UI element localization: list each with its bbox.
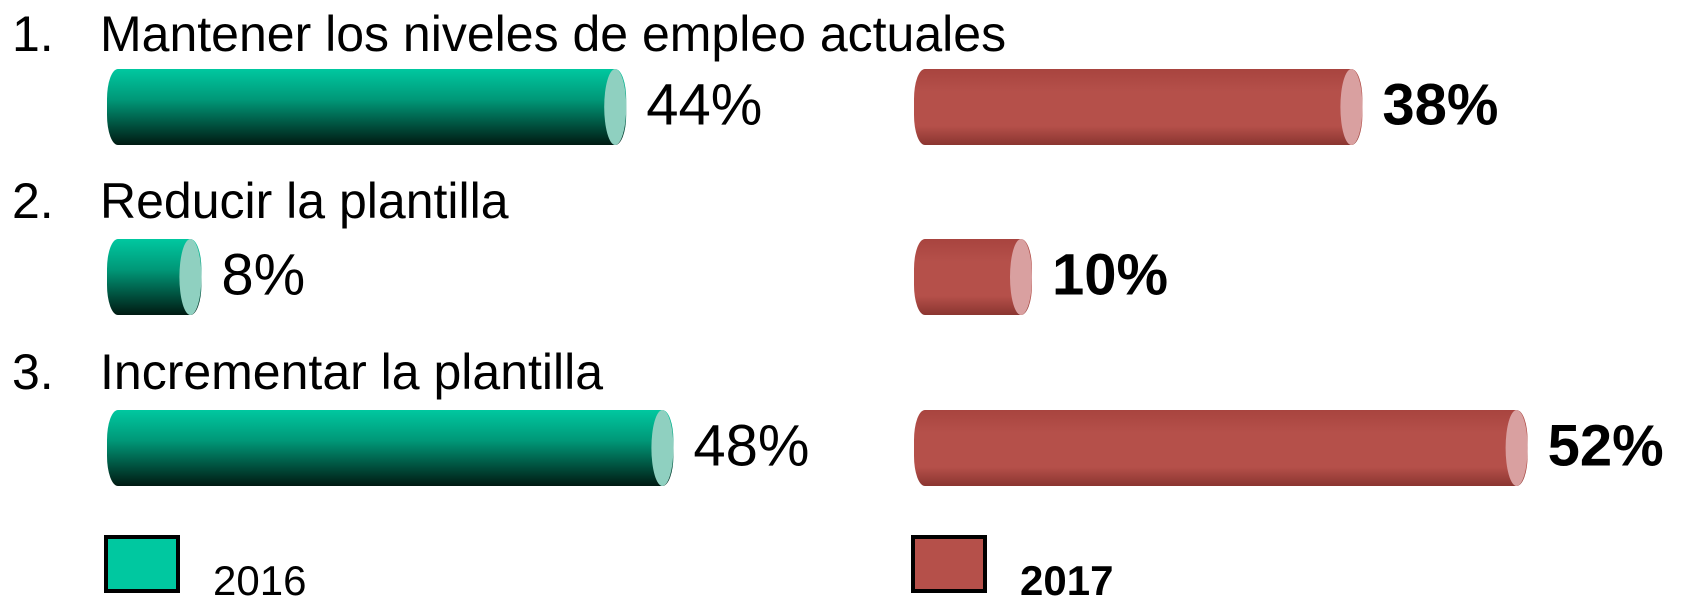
bar (914, 69, 1363, 145)
bar-cap (1340, 69, 1363, 145)
value-label: 44% (646, 72, 762, 137)
bar-cap (651, 410, 674, 486)
value-label: 38% (1382, 72, 1498, 137)
bar-cap (604, 69, 627, 145)
value-label: 10% (1052, 242, 1168, 307)
category-number: 2. (12, 173, 54, 229)
value-label: 8% (221, 242, 305, 307)
bar (107, 69, 627, 145)
bar-cap (1010, 239, 1032, 315)
legend-swatch (911, 535, 987, 593)
legend-swatch (104, 535, 180, 593)
bar (107, 410, 674, 486)
category-label: Mantener los niveles de empleo actuales (100, 6, 1006, 62)
value-label: 52% (1548, 413, 1664, 478)
category-label: Reducir la plantilla (100, 173, 509, 229)
legend-label: 2016 (213, 557, 306, 603)
bar (914, 410, 1528, 486)
category-label: Incrementar la plantilla (100, 344, 603, 400)
category-number: 1. (12, 6, 54, 62)
category-number: 3. (12, 344, 54, 400)
bar-cap (179, 239, 202, 315)
bar-cap (1505, 410, 1528, 486)
value-label: 48% (693, 413, 809, 478)
bar (107, 239, 202, 315)
bar (914, 239, 1032, 315)
legend-label: 2017 (1020, 557, 1113, 603)
